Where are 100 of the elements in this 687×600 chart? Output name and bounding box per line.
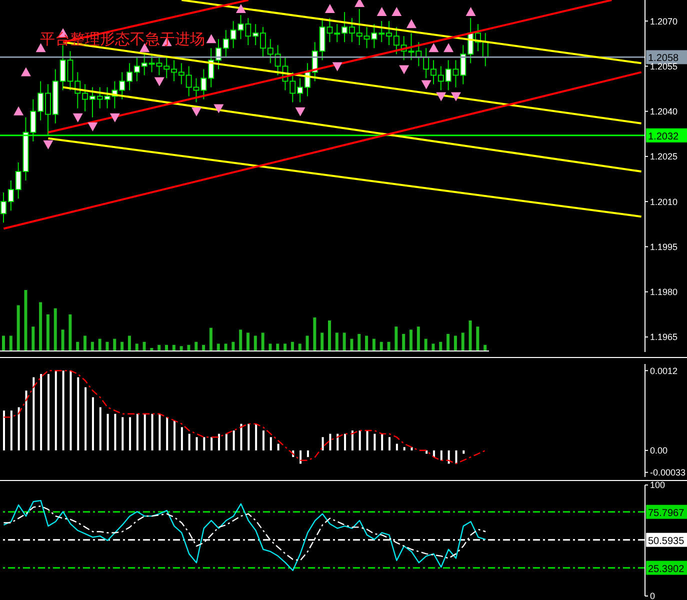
bar — [40, 374, 42, 450]
y-tick-label: 100 — [650, 480, 666, 490]
point — [14, 106, 24, 116]
bar — [68, 314, 72, 351]
y-tick-label: 0.00 — [650, 446, 668, 456]
bar — [209, 328, 212, 351]
y-tick-label: 1.2010 — [650, 196, 678, 207]
point — [406, 19, 416, 28]
bar — [106, 342, 109, 351]
bar — [306, 450, 309, 458]
bar — [166, 417, 168, 450]
bar — [122, 417, 124, 450]
point — [236, 4, 246, 14]
point — [450, 92, 461, 102]
bar — [261, 332, 264, 351]
bar — [32, 377, 35, 450]
bar — [129, 417, 132, 450]
bar — [128, 336, 131, 351]
bar — [351, 430, 354, 450]
bar — [240, 424, 242, 450]
line-series — [3, 500, 486, 572]
bar — [194, 342, 198, 351]
bar — [120, 342, 124, 351]
point — [399, 65, 410, 74]
bar — [18, 407, 20, 450]
bar — [358, 334, 361, 351]
bar — [90, 342, 94, 351]
bar — [320, 332, 324, 351]
bar — [99, 407, 102, 450]
bar — [454, 336, 457, 351]
point — [88, 122, 98, 132]
bar — [365, 336, 368, 351]
y-tick-label: 1.1980 — [650, 287, 678, 298]
bar — [381, 434, 384, 450]
bar — [342, 332, 346, 351]
bar — [47, 374, 50, 450]
bar — [254, 336, 257, 351]
point — [354, 0, 365, 8]
bar — [248, 424, 250, 450]
bar — [62, 370, 64, 450]
point — [154, 77, 164, 86]
point — [376, 7, 387, 16]
bar — [218, 434, 220, 450]
bar — [329, 434, 332, 450]
bar — [246, 332, 250, 351]
bar — [202, 344, 206, 351]
bar — [455, 450, 458, 464]
bar — [239, 330, 242, 351]
bar — [106, 414, 109, 450]
bar — [270, 437, 272, 450]
bar — [84, 336, 86, 351]
bar — [402, 334, 406, 351]
y-tick-label: 1.2025 — [650, 152, 678, 162]
bar — [262, 430, 264, 450]
bar — [403, 447, 406, 450]
bar — [461, 332, 464, 351]
bar — [188, 434, 190, 450]
bar — [2, 336, 5, 351]
point — [436, 92, 446, 102]
y-tick-label: 0 — [650, 591, 656, 600]
bar — [113, 338, 116, 351]
bar — [135, 344, 138, 351]
bar — [446, 334, 450, 351]
bar — [290, 342, 294, 351]
bar — [298, 344, 302, 351]
bar — [114, 414, 116, 450]
bar — [313, 317, 316, 351]
bar — [387, 342, 390, 351]
y-tick-label: 1.1995 — [650, 242, 678, 252]
bar — [16, 305, 20, 351]
bar — [358, 430, 361, 450]
bar — [172, 344, 176, 351]
bar — [180, 427, 183, 450]
y-tick-label: 1.2070 — [650, 16, 678, 26]
bar — [432, 344, 435, 351]
bar — [46, 314, 50, 351]
bar — [180, 346, 183, 351]
bar — [255, 424, 258, 450]
bar — [151, 414, 154, 450]
bar — [9, 336, 12, 351]
bar — [210, 437, 213, 450]
bar — [84, 387, 87, 450]
ref-line-label: 25.3902 — [648, 564, 685, 575]
bar — [336, 434, 339, 450]
bar — [224, 344, 228, 351]
bar — [136, 414, 138, 450]
bar — [144, 414, 146, 450]
point — [392, 7, 402, 16]
bar — [350, 338, 354, 351]
ref-line-label: 75.7967 — [648, 508, 685, 519]
bar — [374, 434, 376, 450]
bar — [77, 377, 80, 450]
bar — [268, 344, 272, 351]
point — [421, 80, 432, 90]
bar — [158, 414, 161, 450]
y-tick-label: -0.00033 — [650, 468, 686, 478]
bar — [344, 434, 346, 450]
bar — [476, 326, 480, 351]
point — [466, 7, 476, 16]
point — [43, 140, 54, 150]
